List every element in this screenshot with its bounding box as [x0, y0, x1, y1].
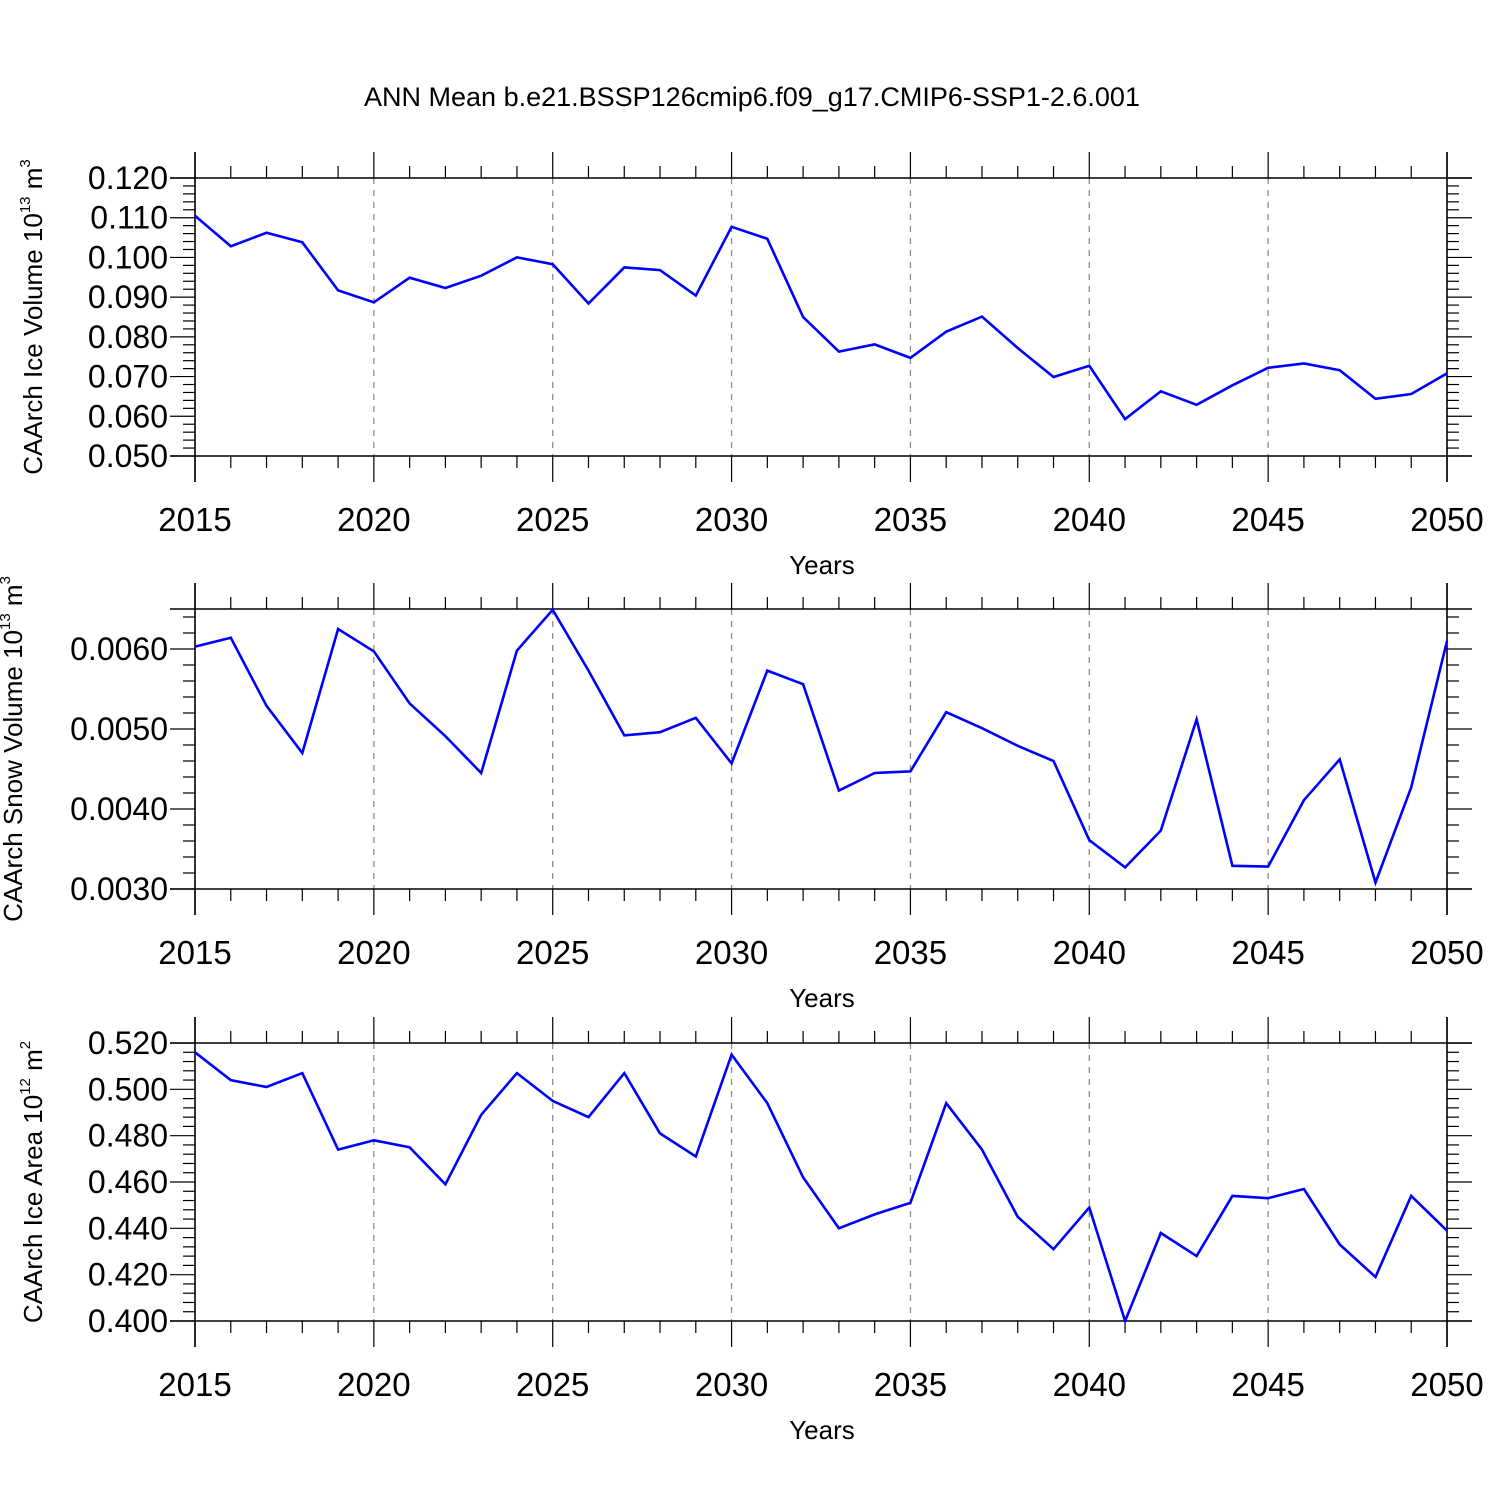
- x-tick-label: 2025: [516, 1366, 589, 1403]
- y-tick-label: 0.110: [90, 200, 168, 236]
- figure-title: ANN Mean b.e21.BSSP126cmip6.f09_g17.CMIP…: [364, 82, 1140, 112]
- x-tick-label: 2015: [158, 501, 231, 538]
- x-tick-label: 2045: [1231, 934, 1304, 971]
- x-tick-label: 2045: [1231, 501, 1304, 538]
- y-tick-label: 0.070: [88, 359, 168, 395]
- x-axis-title: Years: [789, 550, 855, 580]
- y-tick-label: 0.0050: [70, 711, 168, 747]
- y-axis-title: CAArch Ice Area 1012 m2: [17, 1041, 48, 1323]
- y-tick-label: 0.080: [88, 319, 168, 355]
- y-tick-label: 0.090: [88, 279, 168, 315]
- x-tick-label: 2030: [695, 1366, 768, 1403]
- series-line: [194, 214, 1448, 421]
- y-tick-label: 0.0060: [70, 631, 168, 667]
- y-tick-label: 0.480: [88, 1118, 168, 1154]
- y-tick-label: 0.0030: [70, 871, 168, 907]
- x-axis-title: Years: [789, 1415, 855, 1445]
- x-tick-label: 2035: [874, 501, 947, 538]
- x-tick-label: 2020: [337, 934, 410, 971]
- x-tick-label: 2040: [1053, 501, 1126, 538]
- y-tick-label: 0.050: [88, 438, 168, 474]
- y-tick-label: 0.060: [88, 398, 168, 434]
- series-line: [194, 1051, 1448, 1325]
- x-tick-label: 2030: [695, 501, 768, 538]
- x-tick-label: 2040: [1053, 934, 1126, 971]
- x-tick-label: 2050: [1410, 1366, 1483, 1403]
- y-axis-title: CAArch Ice Volume 1013 m3: [17, 159, 48, 475]
- x-tick-label: 2020: [337, 1366, 410, 1403]
- x-tick-label: 2015: [158, 1366, 231, 1403]
- x-axis-title: Years: [789, 983, 855, 1013]
- y-tick-label: 0.520: [88, 1025, 168, 1061]
- panel-2: 0.0030 0.0040 0.0050 0.0060 2015 2020 2025 2030…: [0, 576, 1484, 1013]
- x-tick-label: 2020: [337, 501, 410, 538]
- x-tick-label: 2035: [874, 934, 947, 971]
- x-tick-label: 2045: [1231, 1366, 1304, 1403]
- x-tick-label: 2040: [1053, 1366, 1126, 1403]
- y-tick-label: 0.400: [88, 1303, 168, 1339]
- panel-3: 0.400 0.420 0.440 0.460 0.480 0.500 0.520 2015 2…: [17, 1017, 1484, 1445]
- y-tick-label: 0.440: [88, 1210, 168, 1246]
- x-tick-label: 2030: [695, 934, 768, 971]
- y-tick-label: 0.120: [88, 160, 168, 196]
- y-axis-title: CAArch Snow Volume 1013 m3: [0, 576, 28, 922]
- series-line: [194, 607, 1449, 887]
- y-tick-label: 0.500: [88, 1071, 168, 1107]
- x-tick-label: 2050: [1410, 501, 1483, 538]
- y-tick-label: 0.460: [88, 1164, 168, 1200]
- y-tick-label: 0.420: [88, 1257, 168, 1293]
- x-tick-label: 2035: [874, 1366, 947, 1403]
- x-tick-label: 2050: [1410, 934, 1483, 971]
- x-tick-label: 2025: [516, 501, 589, 538]
- x-tick-label: 2015: [158, 934, 231, 971]
- y-tick-label: 0.0040: [70, 791, 168, 827]
- x-tick-label: 2025: [516, 934, 589, 971]
- y-tick-label: 0.100: [88, 239, 168, 275]
